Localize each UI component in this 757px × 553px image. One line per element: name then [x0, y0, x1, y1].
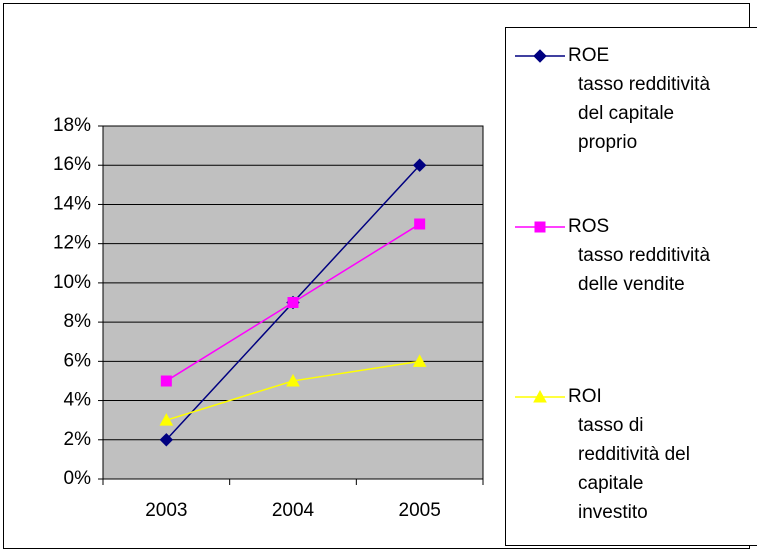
data-point [412, 354, 427, 367]
data-point [286, 373, 300, 387]
y-tick-label: 16% [53, 154, 91, 175]
plot-border [102, 125, 484, 480]
y-tick-label: 14% [53, 193, 91, 214]
legend-box [505, 27, 757, 546]
y-tick-label: 0% [64, 468, 92, 489]
y-tick-label: 8% [64, 311, 92, 332]
y-tick-label: 6% [64, 350, 92, 371]
y-tick-label: 12% [53, 233, 91, 254]
data-point [160, 375, 172, 387]
legend-label: ROI tasso di redditività del capitale in… [568, 386, 690, 523]
legend-swatch-marker [534, 221, 546, 233]
y-tick-label: 4% [64, 390, 92, 411]
x-tick-label: 2005 [399, 500, 441, 521]
data-point [414, 218, 426, 230]
y-tick-label: 2% [64, 429, 92, 450]
legend-label: ROE tasso redditività del capitale propr… [568, 45, 711, 153]
x-tick-label: 2004 [272, 500, 315, 521]
legend-label: ROS tasso redditività delle vendite [568, 216, 711, 295]
legend-swatch-marker [533, 389, 547, 403]
y-tick-label: 18% [53, 115, 91, 136]
legend-swatch-marker [533, 49, 547, 63]
data-point [159, 413, 174, 426]
data-point [287, 297, 299, 308]
data-point [159, 433, 174, 447]
y-tick-label: 10% [53, 272, 91, 293]
data-point [412, 158, 427, 172]
x-tick-label: 2003 [145, 500, 187, 521]
